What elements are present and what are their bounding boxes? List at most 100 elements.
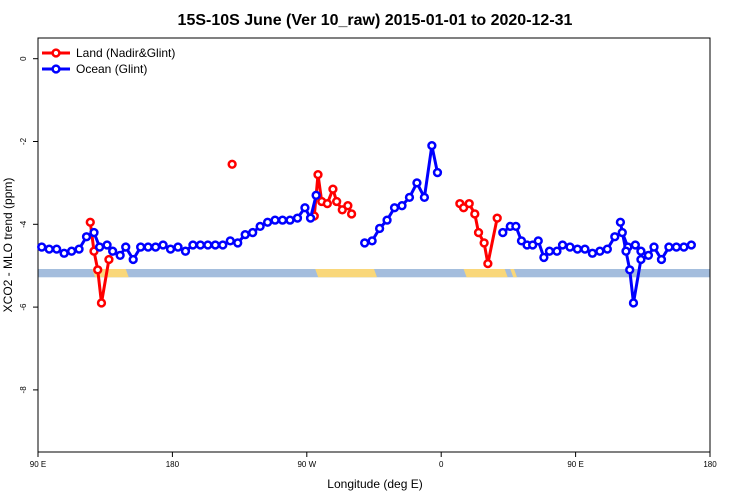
legend-swatch-marker-0: [51, 48, 61, 58]
legend-swatch-marker-1: [51, 64, 61, 74]
series-1-point-0-26: [225, 236, 235, 246]
series-1-point-0-25: [218, 240, 228, 250]
series-1-point-0-11: [115, 250, 125, 261]
x-tick-label-4: 90 E: [567, 460, 583, 469]
legend-label-0: Land (Nadir&Glint): [76, 46, 175, 60]
series-1-point-1-2: [374, 223, 385, 234]
series-1-point-0-17: [158, 240, 168, 250]
series-1-point-2-17: [610, 232, 620, 242]
series-1-point-0-16: [150, 242, 161, 252]
series-0-point-3-6: [483, 258, 493, 269]
x-axis-label: Longitude (deg E): [327, 477, 422, 491]
y-tick-label-3: -6: [19, 303, 28, 311]
series-1-point-0-8: [94, 242, 105, 252]
series-1-point-0-1: [44, 244, 54, 254]
series-1-point-1-7: [412, 178, 422, 188]
y-tick-label-0: 0: [19, 56, 28, 61]
series-1-point-2-6: [533, 236, 543, 246]
series-1-point-0-29: [248, 227, 258, 238]
series-1-point-3-0: [615, 217, 626, 227]
land-band-2: [463, 269, 508, 278]
series-1-point-2-0: [498, 227, 508, 238]
series-1-point-0-18: [165, 244, 176, 254]
series-1-point-2-11: [565, 242, 575, 252]
land-band-1: [315, 269, 377, 278]
series-1-point-2-20: [630, 240, 640, 250]
series-1-point-2-8: [544, 246, 555, 256]
series-1-point-0-31: [262, 217, 273, 227]
y-tick-label-2: -4: [19, 220, 28, 228]
y-tick-label-4: -8: [19, 386, 28, 394]
series-1-point-0-21: [188, 240, 198, 250]
series-1-point-0-12: [121, 242, 131, 252]
series-1-point-1-8: [419, 192, 430, 203]
series-1-point-2-22: [643, 250, 654, 261]
series-0-point-2-1: [313, 169, 323, 180]
series-1-point-1-1: [367, 236, 377, 246]
series-1-point-0-28: [240, 230, 250, 240]
series-1-point-0-13: [128, 254, 138, 265]
series-1-point-0-38: [311, 190, 321, 200]
plot-area: 90 E 180 90 W 0 90 E 180 0 -2 -4 -6 -8 Land (Nadir&…: [19, 37, 717, 469]
series-1-point-0-5: [74, 244, 84, 254]
series-1-point-0-23: [203, 240, 213, 250]
series-1-point-0-22: [195, 240, 206, 250]
series-0-point-2-3: [322, 198, 332, 209]
series-1-point-0-36: [300, 203, 310, 213]
series-1-point-1-6: [404, 192, 415, 203]
land-band-3: [510, 269, 517, 278]
series-1-point-0-30: [255, 221, 265, 232]
series-1-point-2-28: [686, 240, 696, 250]
series-1-point-3-3: [628, 298, 639, 308]
series-1-point-1-9: [427, 140, 437, 151]
series-1-point-0-20: [180, 246, 191, 256]
series-1-point-0-37: [305, 213, 316, 223]
series-1-point-2-26: [671, 242, 682, 252]
y-axis-label: XCO2 - MLO trend (ppm): [1, 178, 15, 313]
series-1-point-0-3: [59, 248, 69, 258]
series-0-point-3-3: [470, 209, 480, 219]
series-1-point-0-15: [143, 242, 153, 252]
series-1-point-2-13: [580, 244, 590, 254]
series-1-point-0-19: [173, 242, 183, 252]
series-0-point-2-8: [346, 209, 357, 219]
legend-label-1: Ocean (Glint): [76, 62, 147, 76]
series-1-point-0-14: [136, 242, 146, 252]
series-0-point-3-5: [479, 238, 489, 248]
series-0-point-2-7: [343, 201, 353, 211]
series-1-point-2-27: [679, 242, 689, 252]
series-1-point-0-6: [81, 232, 92, 242]
series-1-point-2-16: [602, 244, 612, 254]
series-1-point-0-27: [233, 238, 243, 248]
series-1-point-1-4: [389, 203, 400, 213]
x-tick-label-3: 0: [439, 460, 444, 469]
series-0-point-3-2: [464, 198, 474, 209]
series-1-point-2-15: [595, 246, 605, 256]
series-1-point-3-4: [636, 254, 646, 265]
series-1-point-3-2: [625, 265, 635, 275]
series-1-point-3-1: [621, 246, 631, 256]
series-0-point-0-2: [93, 265, 103, 275]
series-1-point-2-10: [557, 240, 568, 250]
series-1-point-1-3: [382, 215, 392, 225]
series-0-point-0-3: [96, 298, 107, 308]
series-0-point-3-4: [473, 227, 484, 238]
series-1-point-0-7: [89, 227, 99, 238]
series-1-point-2-7: [539, 252, 549, 263]
series-0-point-2-5: [332, 196, 342, 207]
series-0-point-0-0: [85, 217, 95, 227]
series-1-point-2-9: [552, 246, 562, 256]
series-1-point-0-33: [277, 215, 288, 225]
series-0-point-3-7: [492, 213, 502, 223]
x-tick-label-5: 180: [703, 460, 717, 469]
series-1-point-0-9: [102, 240, 112, 250]
series-1-point-0-24: [210, 240, 220, 250]
series-1-point-1-10: [432, 167, 443, 178]
series-0-point-2-4: [328, 184, 338, 194]
series-1-point-0-35: [292, 213, 303, 223]
series-1-point-2-14: [587, 248, 598, 258]
series-1-point-2-12: [572, 244, 583, 254]
series-1-point-0-4: [66, 246, 77, 256]
series-1-point-2-2: [511, 221, 521, 232]
series-1-point-0-0: [37, 242, 47, 252]
